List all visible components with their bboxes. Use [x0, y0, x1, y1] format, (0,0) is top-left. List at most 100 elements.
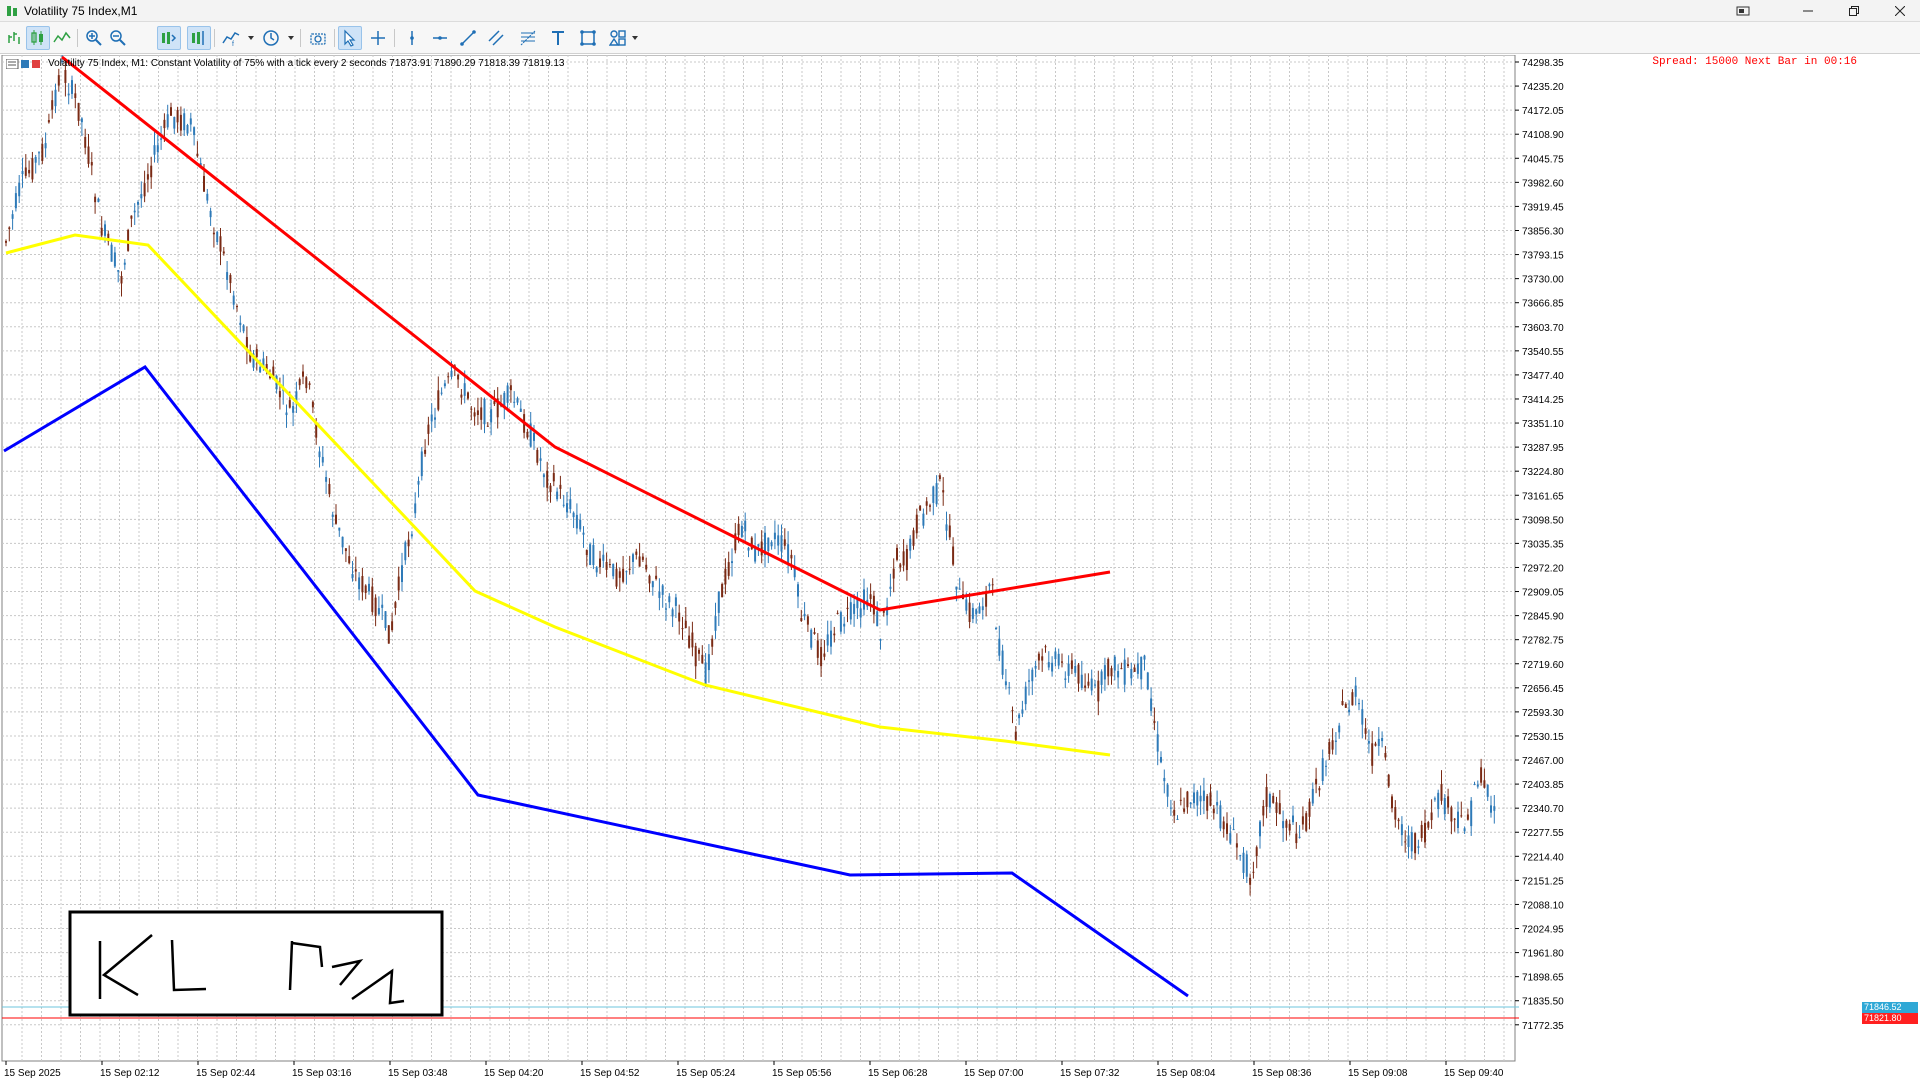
candle-body	[1080, 674, 1083, 689]
candle-body	[1169, 807, 1172, 809]
chevron-down-icon[interactable]	[248, 36, 254, 40]
candle-body	[922, 513, 925, 526]
candle-body	[1377, 738, 1380, 747]
candle-body	[1308, 801, 1311, 817]
price-axis-label: 73287.95	[1522, 443, 1564, 454]
chevron-down-icon[interactable]	[288, 36, 294, 40]
line-chart-icon[interactable]	[50, 26, 74, 50]
candle-body	[1265, 787, 1268, 807]
timeframe-icon[interactable]	[259, 26, 283, 50]
candle-body	[833, 633, 836, 636]
channel-icon[interactable]	[484, 26, 508, 50]
candle-body	[193, 127, 196, 136]
objects-icon[interactable]	[606, 26, 630, 50]
candle-body	[830, 630, 832, 647]
price-axis-label: 74045.75	[1522, 154, 1564, 165]
candle-body	[401, 565, 403, 583]
window-layout-icon[interactable]	[1720, 0, 1766, 22]
fibonacci-icon[interactable]	[516, 26, 540, 50]
candle-body	[869, 594, 872, 600]
candle-body	[1424, 822, 1426, 843]
price-axis-label: 74172.05	[1522, 106, 1564, 117]
new-order-icon[interactable]	[3, 26, 27, 50]
candle-body	[374, 597, 377, 617]
candle-body	[684, 620, 687, 629]
shapes-icon[interactable]	[576, 26, 600, 50]
candle-body	[1094, 684, 1096, 686]
candle-body	[216, 231, 219, 243]
price-axis-label: 72340.70	[1522, 804, 1564, 815]
candle-body	[245, 337, 248, 352]
handwriting-letter-m	[351, 968, 405, 1005]
candle-body	[196, 153, 199, 157]
candle-body	[717, 591, 720, 613]
candle-body	[1110, 668, 1113, 677]
candle-body	[1189, 802, 1192, 804]
candle-body	[447, 376, 450, 378]
candle-body	[1011, 710, 1014, 712]
maximize-button[interactable]	[1831, 0, 1877, 22]
candle-body	[839, 612, 842, 632]
candle-body	[955, 586, 958, 590]
indicators-icon[interactable]: f	[219, 26, 243, 50]
candle-body	[995, 627, 997, 630]
zoom-out-icon[interactable]	[106, 26, 130, 50]
chart-toolbar: f	[0, 22, 1920, 54]
candle-body	[1004, 681, 1007, 686]
zoom-in-icon[interactable]	[82, 26, 106, 50]
text-icon[interactable]	[546, 26, 570, 50]
candle-body	[645, 564, 648, 570]
one-click-trading-icon[interactable]	[6, 59, 42, 69]
close-button[interactable]	[1877, 0, 1920, 22]
candle-body	[222, 251, 225, 254]
candle-body	[1117, 671, 1120, 678]
horizontal-line-icon[interactable]	[428, 26, 452, 50]
candle-body	[513, 401, 516, 403]
handwriting-letter-p	[288, 940, 364, 991]
candle-body	[1001, 650, 1004, 675]
candle-body	[443, 383, 446, 387]
candle-body	[952, 546, 955, 565]
candle-body	[724, 568, 727, 585]
price-axis-label: 72024.95	[1522, 925, 1564, 936]
vertical-line-icon[interactable]	[400, 26, 424, 50]
candle-body	[1457, 811, 1459, 829]
price-chart[interactable]: 74298.35 74235.20 74172.05 74108.90 74045.75…	[0, 55, 1920, 1080]
candle-body	[1067, 663, 1070, 676]
candlestick-icon[interactable]	[26, 26, 50, 50]
screenshot-icon[interactable]	[306, 26, 330, 50]
candle-body	[638, 556, 641, 567]
candle-body	[780, 535, 783, 552]
crosshair-icon[interactable]	[366, 26, 390, 50]
candle-body	[130, 215, 133, 219]
cursor-icon[interactable]	[338, 26, 362, 50]
candle-body	[278, 391, 281, 398]
candle-body	[1120, 668, 1123, 670]
candle-body	[701, 654, 704, 664]
candle-body	[1245, 854, 1248, 877]
candle-body	[364, 585, 367, 593]
time-axis-label: 15 Sep 07:00	[964, 1068, 1024, 1079]
candle-body	[371, 586, 374, 612]
candle-body	[899, 564, 902, 568]
candle-body	[476, 410, 479, 415]
candle-body	[1249, 877, 1252, 885]
candle-body	[1259, 821, 1261, 837]
chart-shift-icon[interactable]	[187, 26, 211, 50]
chart-canvas[interactable]: 74298.35 74235.20 74172.05 74108.90 74045.75…	[0, 55, 1920, 1080]
chevron-down-icon[interactable]	[632, 36, 638, 40]
candle-body	[308, 383, 311, 385]
candle-body	[1146, 672, 1149, 690]
trendline-icon[interactable]	[456, 26, 480, 50]
autoscroll-icon[interactable]	[157, 26, 181, 50]
candle-body	[734, 533, 737, 551]
minimize-button[interactable]	[1785, 0, 1831, 22]
candle-body	[348, 556, 351, 564]
candle-body	[483, 398, 486, 425]
candle-body	[820, 647, 823, 667]
candle-body	[1334, 740, 1337, 742]
candle-body	[1367, 740, 1370, 744]
candle-body	[1404, 841, 1407, 843]
candle-body	[1440, 784, 1443, 801]
candle-body	[1344, 704, 1347, 708]
